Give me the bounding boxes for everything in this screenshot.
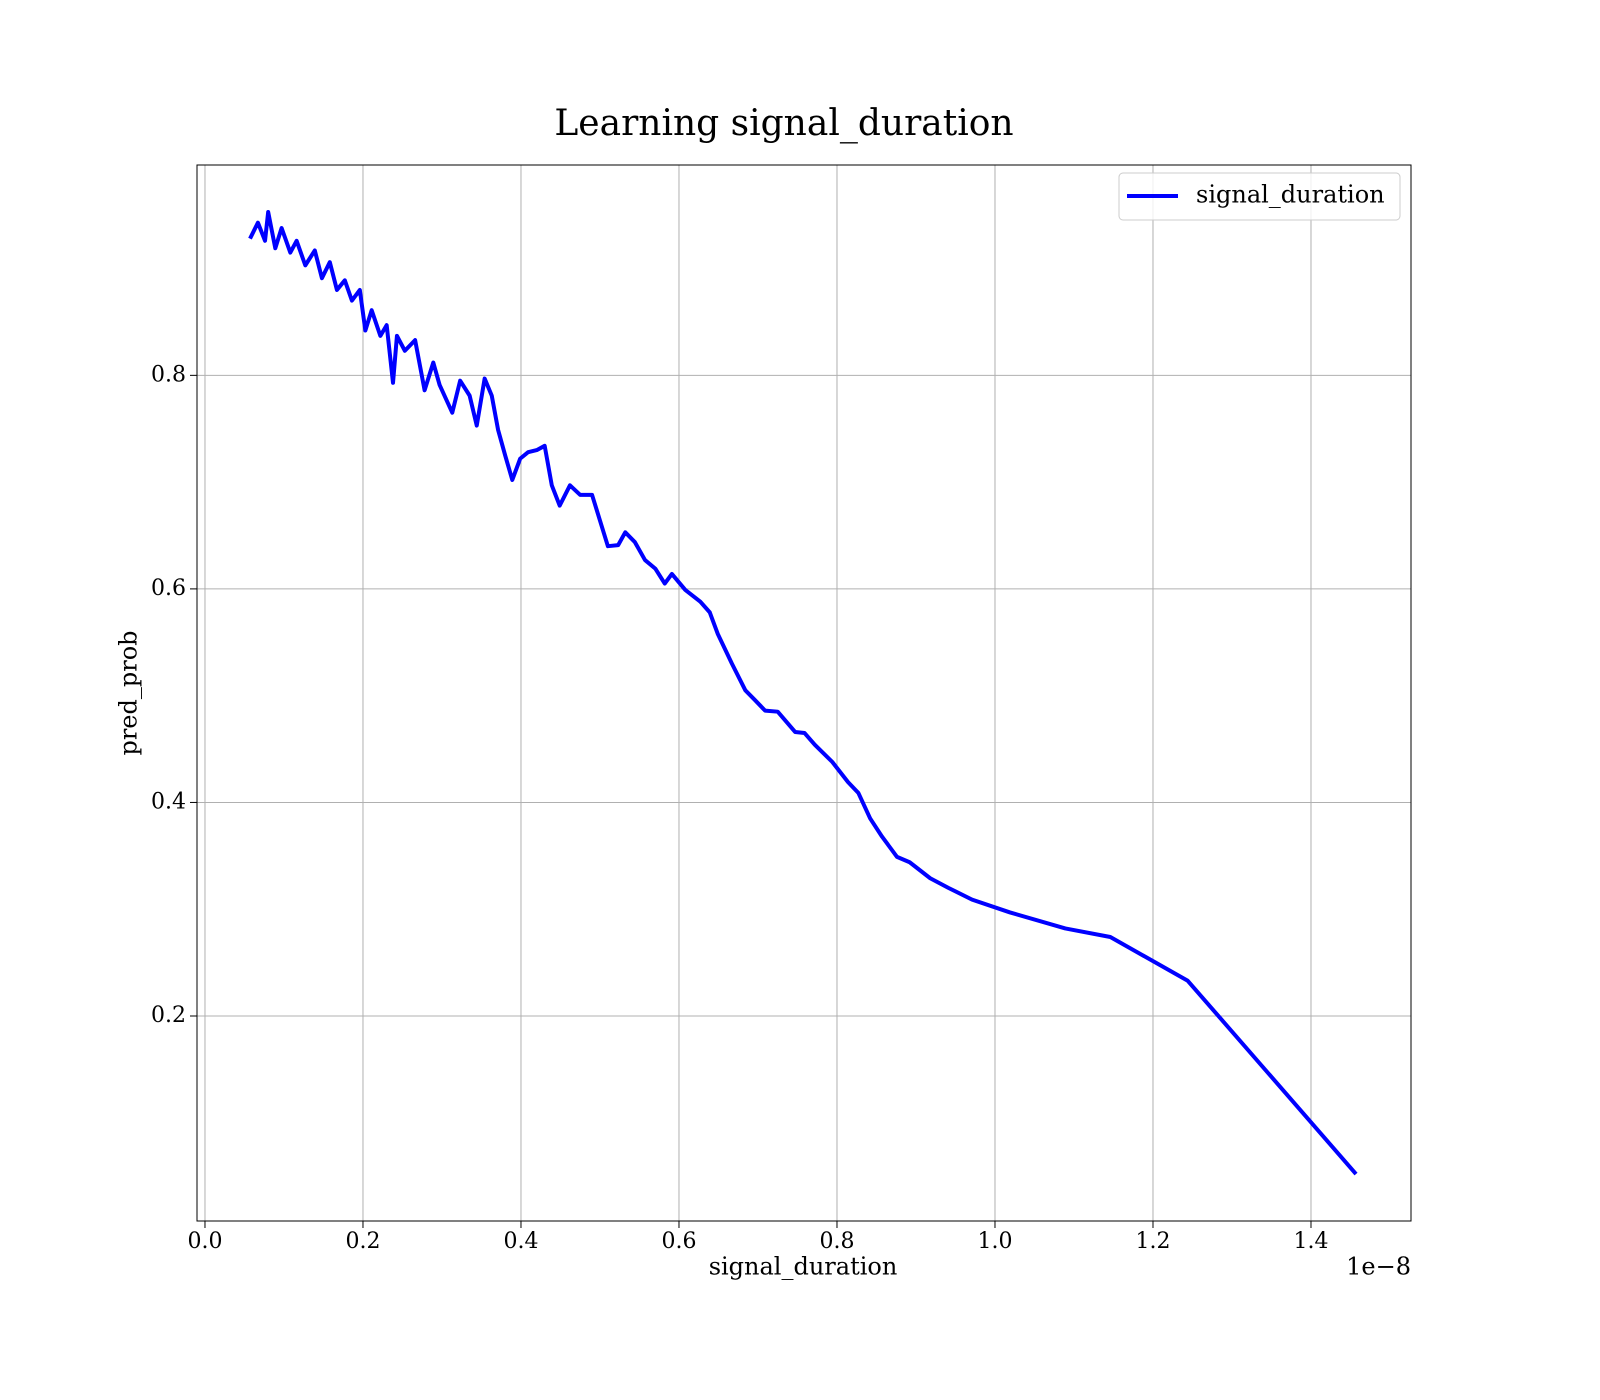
- legend-box: [1118, 172, 1401, 221]
- y-tick-label: 0.8: [151, 362, 186, 387]
- x-tick-label: 1.0: [977, 1229, 1012, 1254]
- y-tick-label: 0.4: [151, 789, 186, 814]
- y-tick-label: 0.2: [151, 1003, 186, 1028]
- x-tick-label: 0.8: [819, 1229, 854, 1254]
- x-offset-label: 1e−8: [1346, 1253, 1411, 1281]
- x-tick-label: 1.4: [1293, 1229, 1328, 1254]
- x-tick-label: 0.2: [345, 1229, 380, 1254]
- plot-frame: [196, 164, 1412, 1222]
- legend-label: signal_duration: [1196, 181, 1385, 209]
- x-tick-label: 0.4: [503, 1229, 538, 1254]
- x-tick-label: 0.0: [187, 1229, 222, 1254]
- x-axis-label: signal_duration: [709, 1253, 898, 1281]
- data-line: [248, 209, 1358, 1176]
- x-tick-label: 1.2: [1135, 1229, 1170, 1254]
- x-tick-label: 0.6: [661, 1229, 696, 1254]
- chart-title: Learning signal_duration: [554, 103, 1013, 144]
- y-tick-label: 0.6: [151, 576, 186, 601]
- y-axis-label: pred_prob: [115, 630, 143, 755]
